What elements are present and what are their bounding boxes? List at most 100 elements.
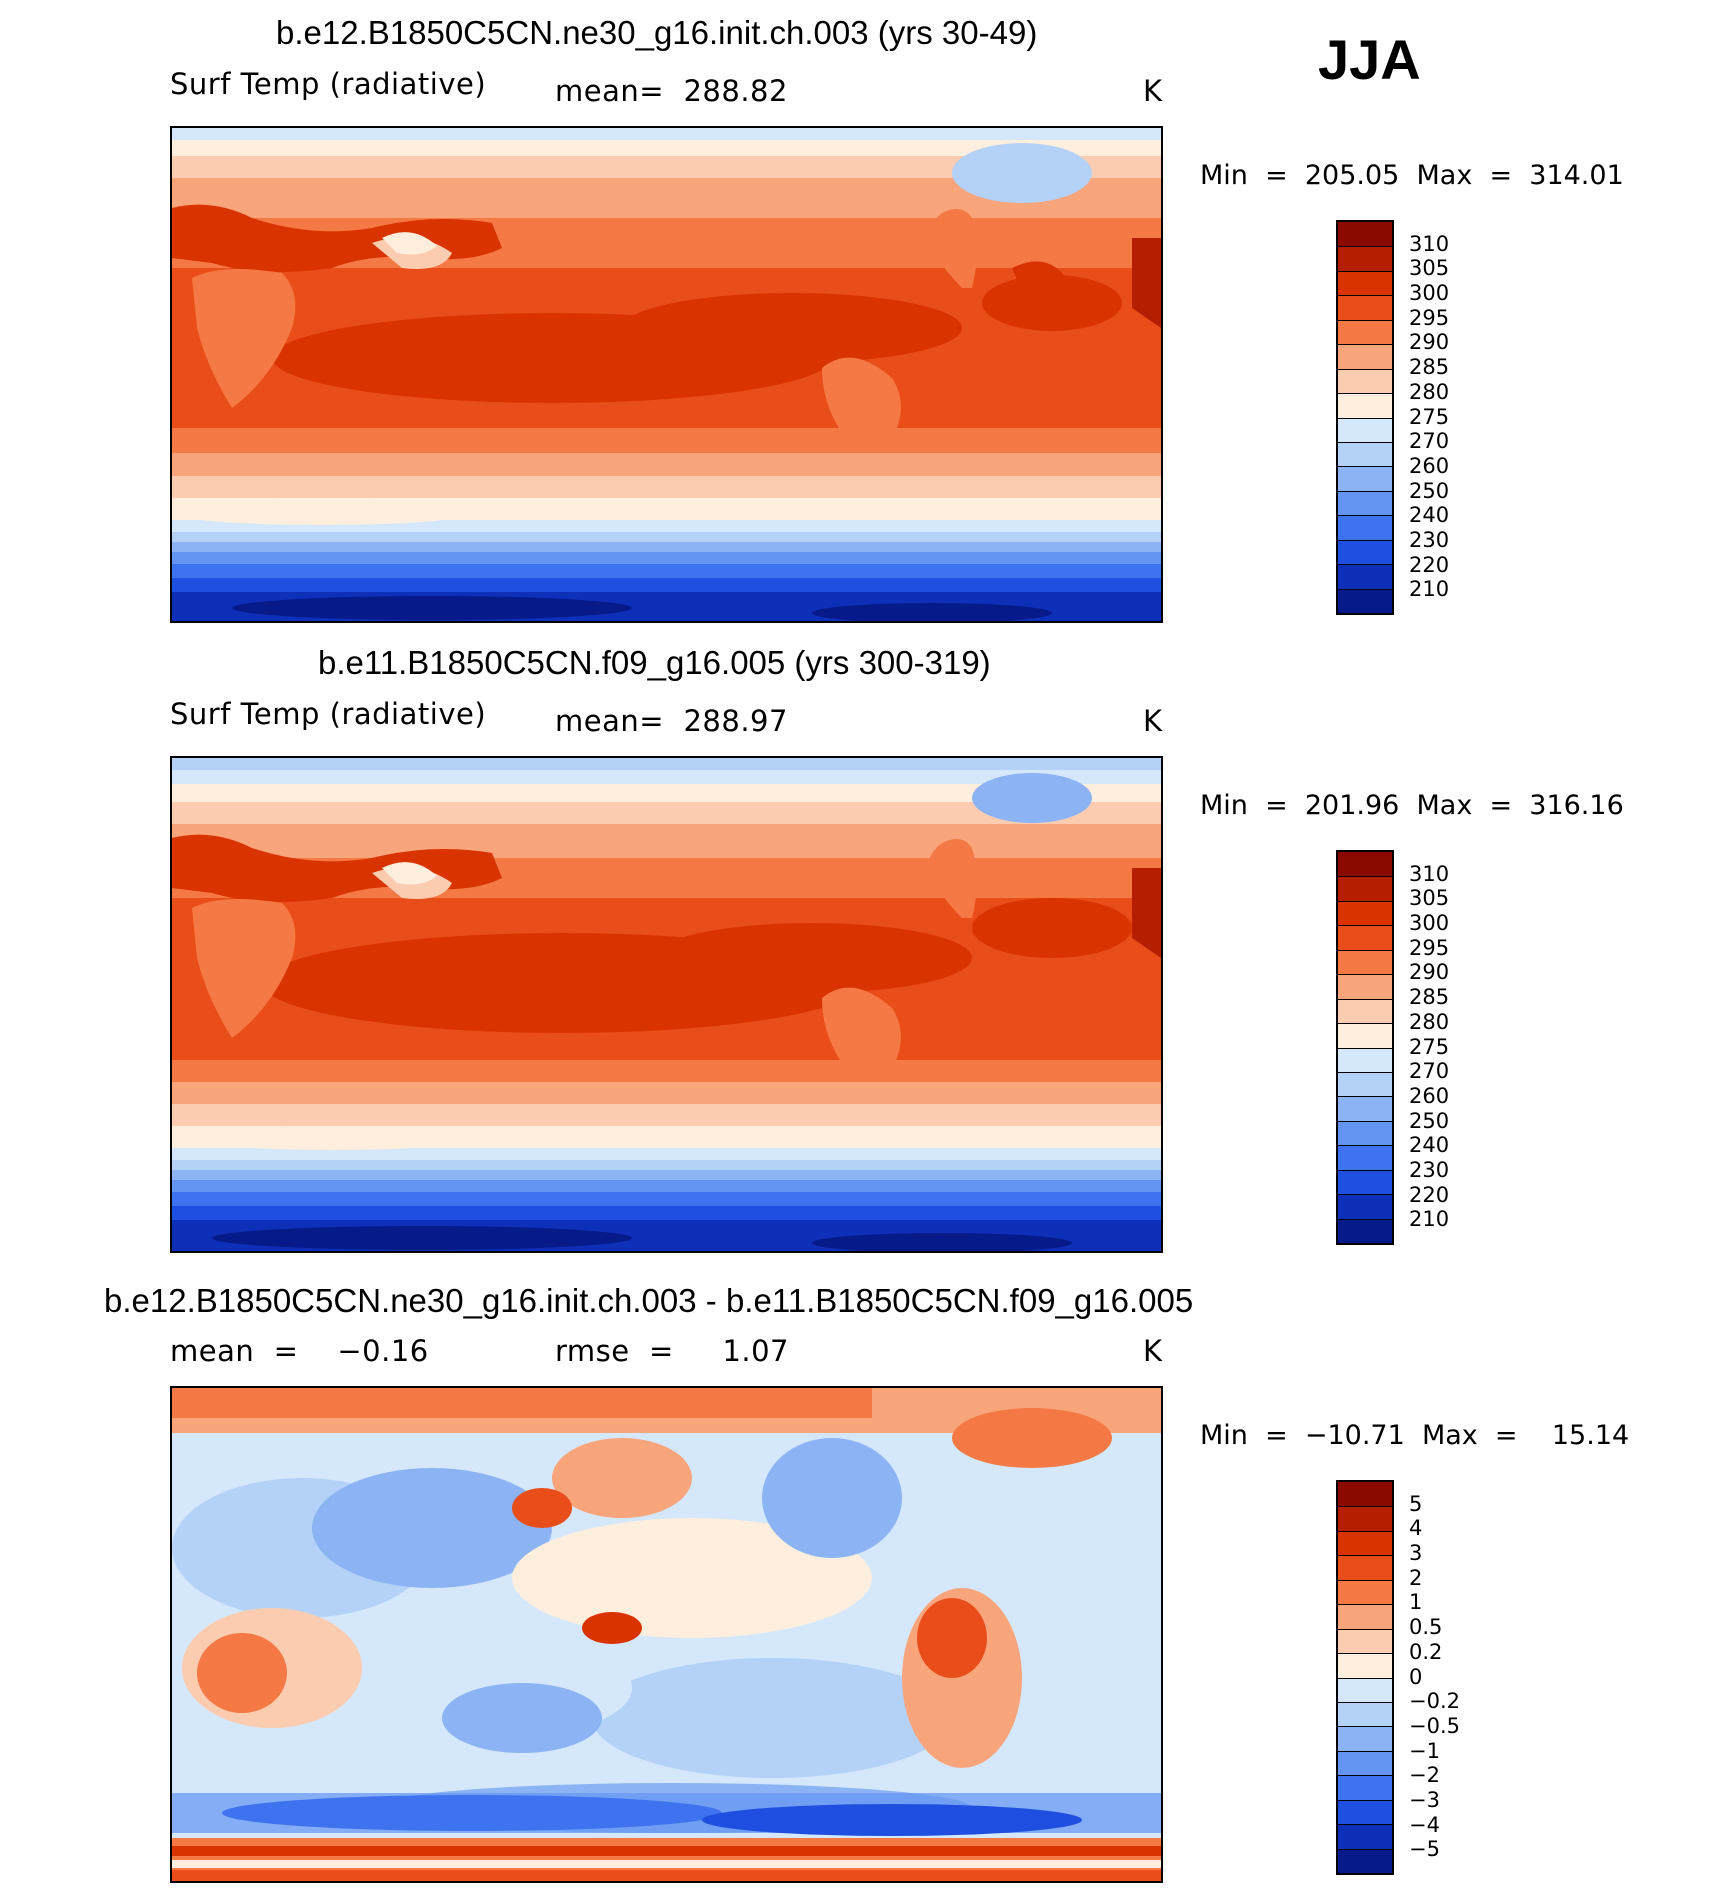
colorbar-segment — [1338, 1530, 1392, 1556]
colorbar-segment — [1338, 490, 1392, 516]
colorbar-segment — [1338, 222, 1392, 247]
colorbar-segment — [1338, 1799, 1392, 1825]
panel-3-map — [170, 1386, 1163, 1883]
colorbar-segment — [1338, 900, 1392, 926]
colorbar-tick-label: −0.5 — [1409, 1713, 1460, 1738]
panel-3-mean-label: mean = −0.16 — [170, 1334, 429, 1368]
colorbar-segment — [1338, 1218, 1392, 1243]
panel-2-colorbar — [1336, 850, 1394, 1245]
colorbar-segment — [1338, 1506, 1392, 1531]
panel-2-colorbar-labels: 310 305 300 295 290 285 280 275 270 260 250 240 230 2… — [1409, 850, 1489, 1245]
colorbar-segment — [1338, 1579, 1392, 1605]
colorbar-tick-label: 285 — [1409, 985, 1450, 1010]
colorbar-segment — [1338, 1555, 1392, 1580]
panel-2-units-label: K — [1143, 704, 1163, 738]
colorbar-tick-label: −4 — [1409, 1812, 1440, 1837]
panel-2-map — [170, 756, 1163, 1253]
colorbar-tick-label: 0.2 — [1409, 1639, 1443, 1664]
colorbar-tick-label: −5 — [1409, 1837, 1440, 1862]
colorbar-tick-label: 305 — [1409, 886, 1450, 911]
colorbar-segment — [1338, 1824, 1392, 1849]
colorbar-segment — [1338, 417, 1392, 442]
panel-1-mean-label: mean= 288.82 — [555, 74, 788, 108]
colorbar-segment — [1338, 466, 1392, 491]
colorbar-tick-label: 280 — [1409, 379, 1450, 404]
colorbar-tick-label: 270 — [1409, 429, 1450, 454]
panel-1-colorbar-labels: 310 305 300 295 290 285 280 275 270 260 250 240 230 2… — [1409, 220, 1489, 615]
panel-1-colorbar — [1336, 220, 1394, 615]
colorbar-segment — [1338, 1194, 1392, 1219]
colorbar-segment — [1338, 852, 1392, 877]
colorbar-tick-label: 285 — [1409, 355, 1450, 380]
colorbar-segment — [1338, 1750, 1392, 1776]
colorbar-segment — [1338, 925, 1392, 950]
colorbar-tick-label: 5 — [1409, 1491, 1423, 1516]
colorbar-tick-label: 240 — [1409, 503, 1450, 528]
colorbar-segment — [1338, 1604, 1392, 1629]
colorbar-tick-label: 295 — [1409, 935, 1450, 960]
colorbar-tick-label: −2 — [1409, 1763, 1440, 1788]
panel-2-mean-label: mean= 288.97 — [555, 704, 788, 738]
colorbar-segment — [1338, 441, 1392, 467]
colorbar-segment — [1338, 246, 1392, 271]
colorbar-segment — [1338, 393, 1392, 418]
colorbar-tick-label: 290 — [1409, 330, 1450, 355]
colorbar-segment — [1338, 949, 1392, 975]
colorbar-segment — [1338, 1775, 1392, 1800]
colorbar-segment — [1338, 564, 1392, 589]
colorbar-segment — [1338, 1726, 1392, 1751]
colorbar-tick-label: −3 — [1409, 1787, 1440, 1812]
colorbar-segment — [1338, 539, 1392, 565]
panel-3-colorbar-labels: 5 4 3 2 1 0.5 0.2 0 −0.2 −0.5 −1 −2 −3 −4 −5 — [1409, 1480, 1489, 1875]
colorbar-segment — [1338, 998, 1392, 1024]
panel-3-rmse-label: rmse = 1.07 — [555, 1334, 790, 1368]
colorbar-tick-label: 275 — [1409, 1034, 1450, 1059]
panel-3-colorbar — [1336, 1480, 1394, 1875]
colorbar-segment — [1338, 1047, 1392, 1072]
panel-2-minmax: Min = 201.96 Max = 316.16 — [1200, 790, 1624, 821]
colorbar-segment — [1338, 515, 1392, 540]
colorbar-segment — [1338, 270, 1392, 296]
colorbar-tick-label: 210 — [1409, 577, 1450, 602]
colorbar-tick-label: 4 — [1409, 1516, 1423, 1541]
colorbar-tick-label: −1 — [1409, 1738, 1440, 1763]
colorbar-tick-label: 280 — [1409, 1009, 1450, 1034]
colorbar-segment — [1338, 1071, 1392, 1097]
panel-3-minmax: Min = −10.71 Max = 15.14 — [1200, 1420, 1630, 1451]
colorbar-tick-label: 300 — [1409, 281, 1450, 306]
colorbar-segment — [1338, 1169, 1392, 1195]
panel-2-map-field — [172, 758, 1161, 1251]
colorbar-segment — [1338, 1023, 1392, 1048]
colorbar-tick-label: 230 — [1409, 1157, 1450, 1182]
colorbar-tick-label: 270 — [1409, 1059, 1450, 1084]
panel-1-variable-label: Surf Temp (radiative) — [170, 67, 487, 101]
panel-1-minmax: Min = 205.05 Max = 314.01 — [1200, 160, 1624, 191]
colorbar-segment — [1338, 1677, 1392, 1702]
panel-2-variable-label: Surf Temp (radiative) — [170, 697, 487, 731]
colorbar-tick-label: −0.2 — [1409, 1689, 1460, 1714]
panel-1-map — [170, 126, 1163, 623]
colorbar-segment — [1338, 1145, 1392, 1170]
colorbar-segment — [1338, 344, 1392, 369]
colorbar-segment — [1338, 974, 1392, 999]
colorbar-tick-label: 210 — [1409, 1207, 1450, 1232]
panel-1-units-label: K — [1143, 74, 1163, 108]
colorbar-segment — [1338, 1628, 1392, 1654]
colorbar-tick-label: 240 — [1409, 1133, 1450, 1158]
panel-3-units-label: K — [1143, 1334, 1163, 1368]
panel-2-title: b.e11.B1850C5CN.f09_g16.005 (yrs 300-319… — [318, 644, 991, 681]
colorbar-tick-label: 1 — [1409, 1590, 1423, 1615]
season-label: JJA — [1318, 28, 1421, 91]
colorbar-tick-label: 310 — [1409, 861, 1450, 886]
colorbar-segment — [1338, 1120, 1392, 1146]
colorbar-segment — [1338, 1653, 1392, 1678]
colorbar-segment — [1338, 295, 1392, 320]
panel-3-map-field — [172, 1388, 1161, 1881]
colorbar-segment — [1338, 1096, 1392, 1121]
colorbar-tick-label: 305 — [1409, 256, 1450, 281]
colorbar-tick-label: 260 — [1409, 453, 1450, 478]
colorbar-segment — [1338, 368, 1392, 394]
colorbar-tick-label: 310 — [1409, 231, 1450, 256]
colorbar-segment — [1338, 1848, 1392, 1873]
panel-1-map-field — [172, 128, 1161, 621]
